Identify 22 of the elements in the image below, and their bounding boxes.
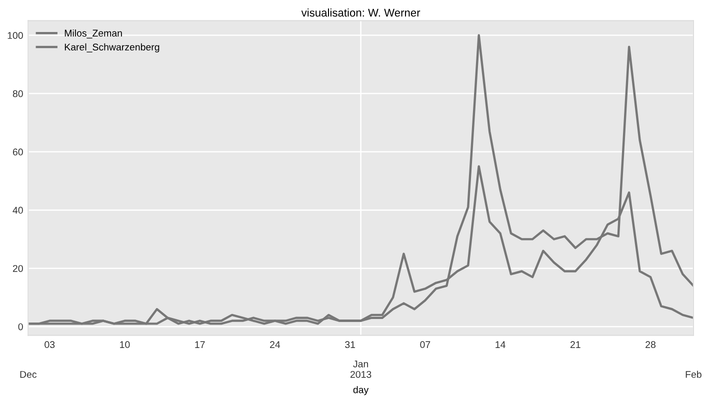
x-tick-label: 03 [44, 341, 55, 348]
y-tick-label: 40 [12, 206, 23, 214]
legend-label: Milos_Zeman [64, 29, 122, 38]
text: Dec [20, 371, 37, 378]
x-tick-label: 21 [570, 341, 580, 348]
x-tick-label: 24 [270, 341, 280, 348]
x-axis-title: day [353, 386, 369, 396]
y-tick-label: 100 [8, 32, 23, 39]
y-tick-label: 80 [12, 90, 23, 98]
text: Feb [686, 370, 702, 378]
x-tick-label: 14 [496, 341, 506, 348]
text: Jan 2013 [350, 360, 372, 378]
chart-title: visualisation: W. Werner [301, 8, 420, 17]
y-tick-label: 20 [12, 265, 23, 272]
x-tick-label: 07 [420, 341, 430, 348]
x-tick-label: 28 [646, 341, 656, 348]
y-tick-label: 60 [12, 148, 23, 156]
x-tick-label: 10 [120, 341, 130, 348]
x-tick-label: 17 [195, 341, 205, 348]
x-tick-label: 31 [345, 341, 356, 348]
y-tick-label: 0 [18, 323, 23, 330]
legend-label: Karel_Schwarzenberg [64, 43, 160, 52]
